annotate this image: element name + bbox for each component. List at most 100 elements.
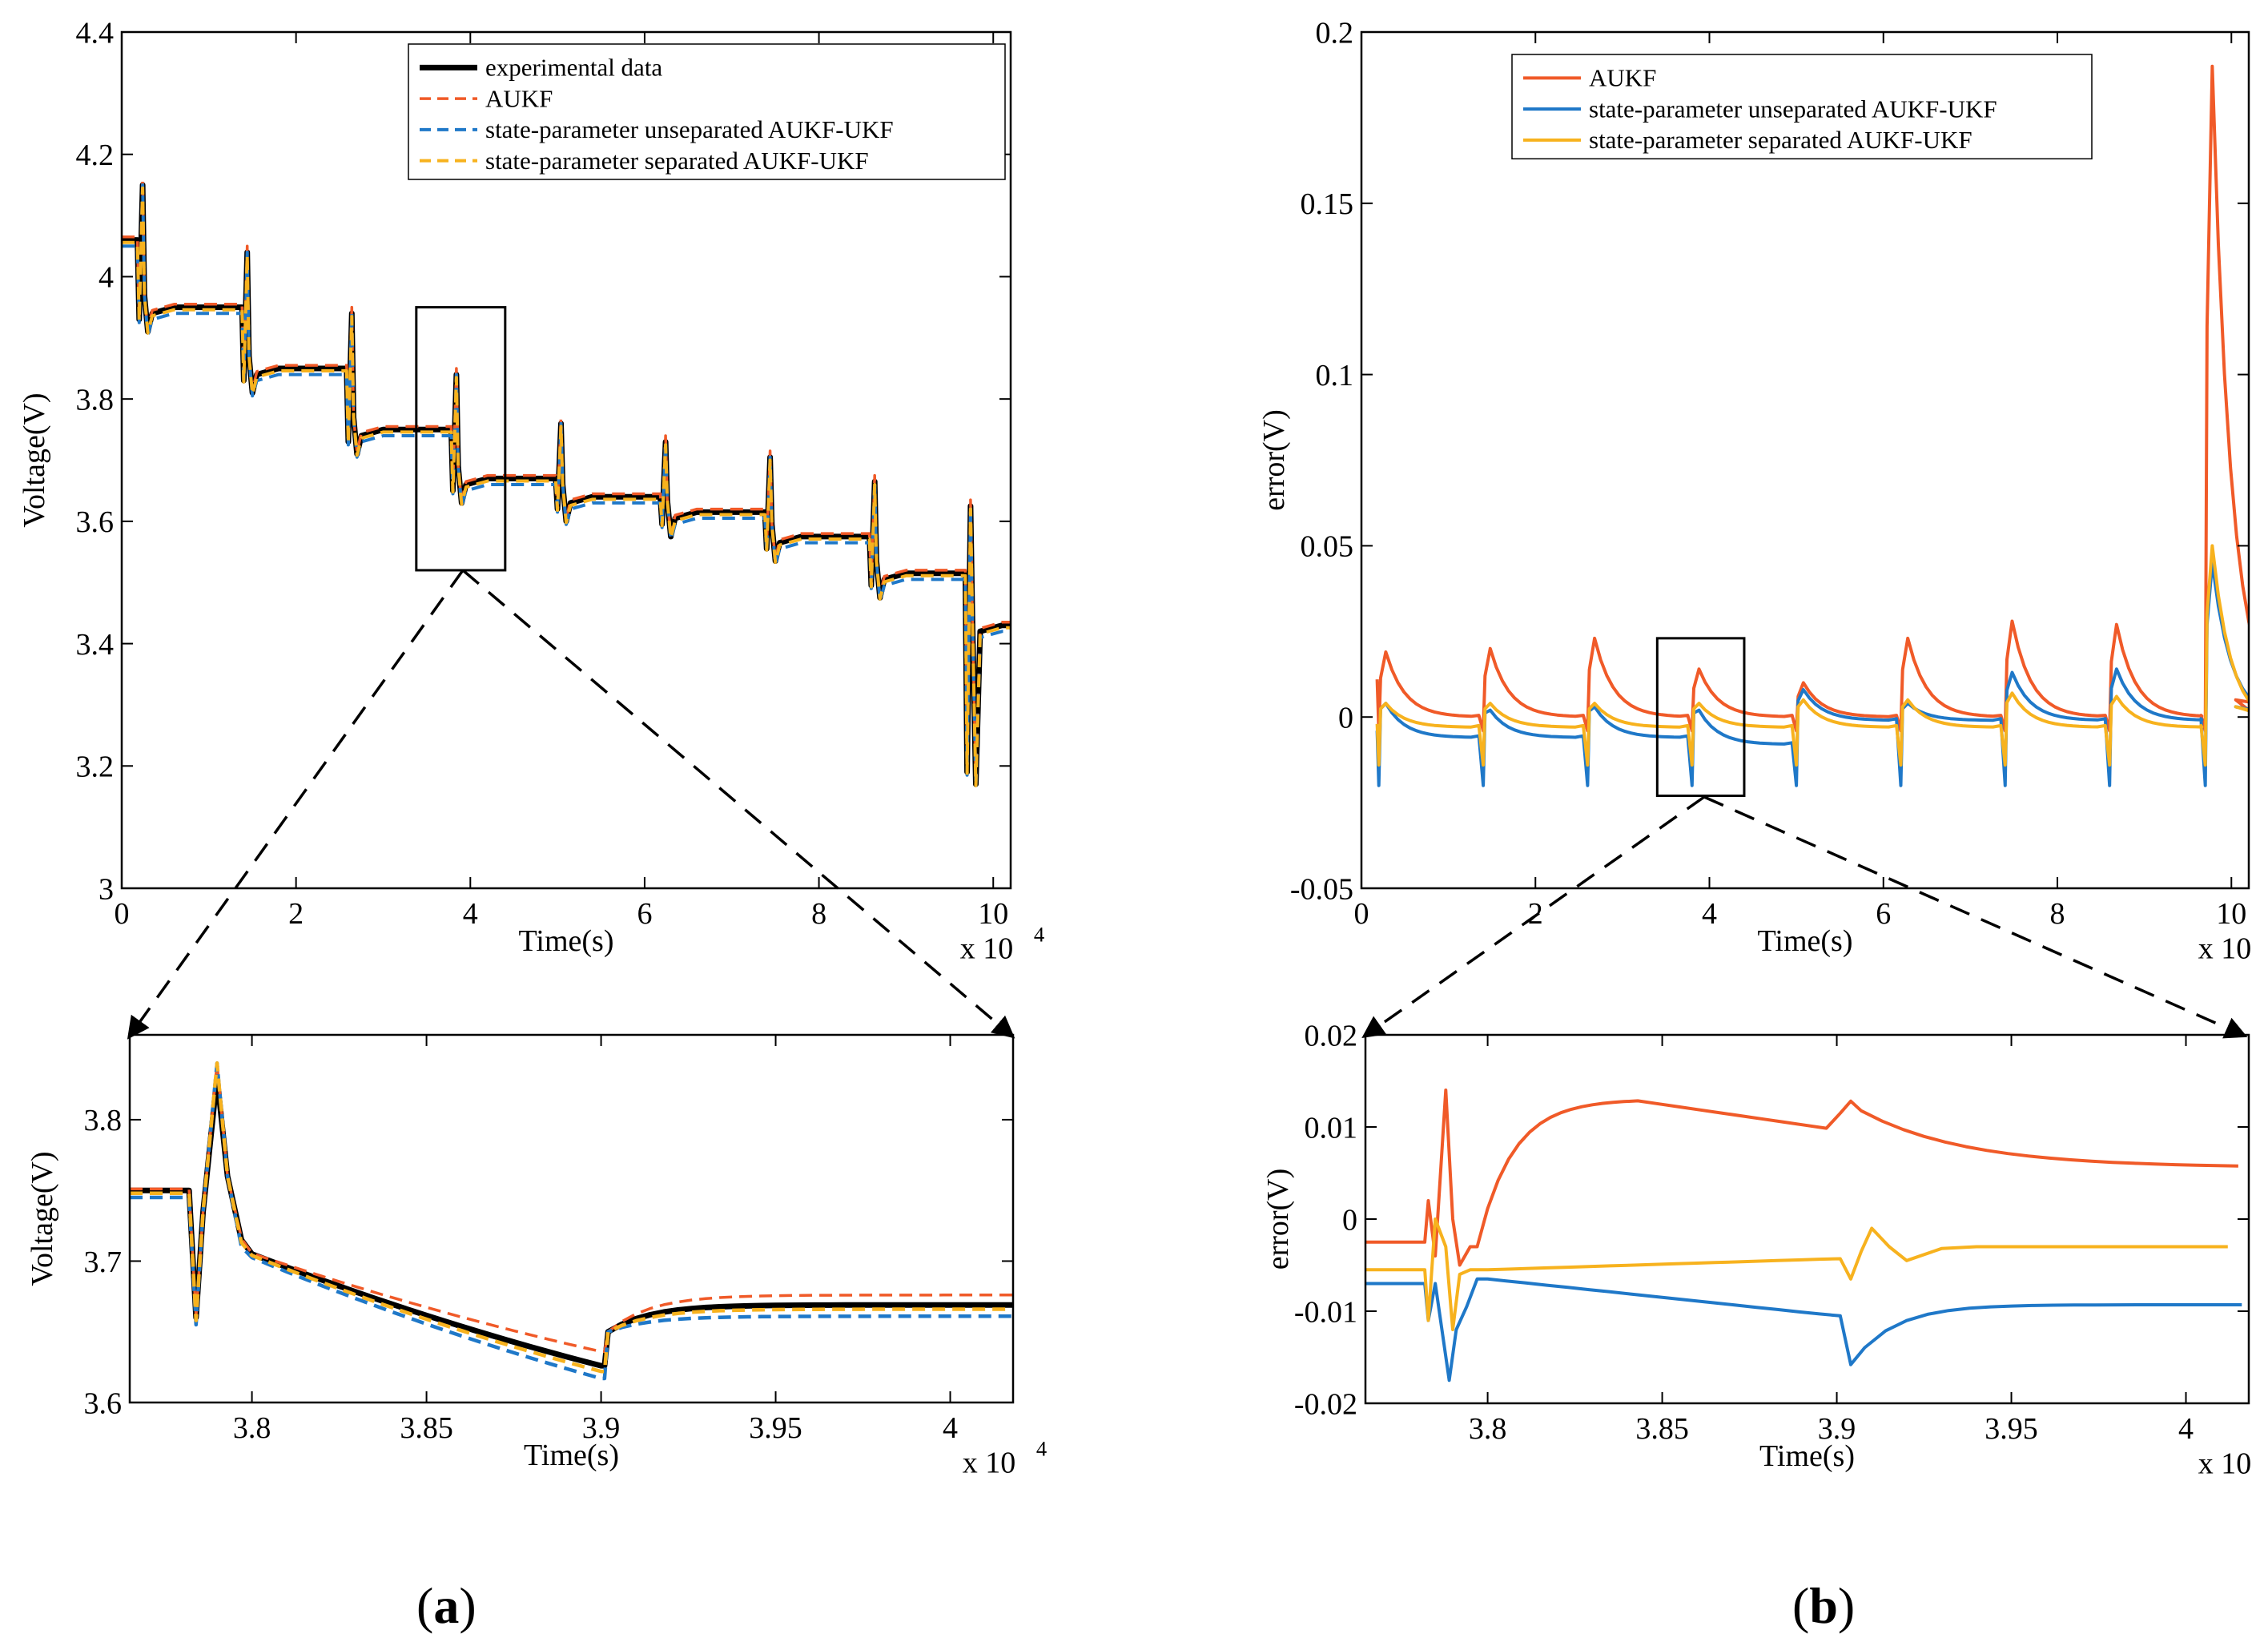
y-tick-label: 3.6 [76,505,115,539]
x-tick-label: 4 [2178,1412,2194,1446]
x-tick-label: 2 [1528,897,1543,931]
zoom-connector-lines [127,569,2248,1040]
y-tick-label: 0.1 [1316,359,1354,392]
y-tick-label: 0.02 [1305,1019,1358,1052]
panel-a-zoom-chart: 3.8 3.85 3.9 3.95 4 3.6 3.7 3.8 Time(s) Voltage(V… [26,1033,1047,1479]
y-tick-label: 3.7 [84,1246,123,1279]
series-aukf [1375,64,2249,733]
x-tick-label: 6 [637,897,652,931]
legend-label: state-parameter unseparated AUKF-UKF [1589,95,1997,123]
y-axis-label: error(V) [1261,1169,1295,1270]
series-separated [1365,1217,2228,1331]
y-tick-label: 3.2 [76,751,115,784]
x-axis-label: Time(s) [1758,924,1853,958]
x-multiplier: x 10 [960,932,1014,965]
zoom-connector [127,569,464,1040]
plot-frame [128,1033,1015,1404]
legend-box [1511,54,2093,159]
panel-label-b: (b) [1792,1577,1856,1634]
x-tick-label: 8 [2050,897,2065,931]
y-tick-label: 0 [1338,702,1353,735]
y-tick-label: 4.2 [76,139,115,172]
x-multiplier: x 10 [2198,932,2252,965]
x-tick-label: 3.8 [1469,1412,1507,1446]
x-tick-label: 3.8 [233,1411,271,1445]
y-tick-label: -0.01 [1294,1295,1357,1329]
x-tick-label: 3.9 [582,1411,621,1445]
x-tick-label: 3.85 [1635,1412,1689,1446]
series-group [130,1061,1013,1381]
series-unseparated [1365,1277,2242,1382]
zoom-connector [461,569,1015,1039]
panel-a-main-chart: 0 2 4 6 8 10 3 3.2 3.4 3.6 3.8 4 4.2 4.4 Time(s) Voltag… [18,16,1044,965]
series-group [1375,64,2249,787]
x-multiplier-exponent: 4 [1036,1437,1047,1461]
series-separated [1375,544,2249,767]
legend-label: state-parameter separated AUKF-UKF [485,147,869,175]
x-multiplier-exponent: 4 [1034,923,1044,947]
y-axis-label: Voltage(V) [18,392,51,527]
y-tick-label: 0.2 [1316,16,1354,50]
x-tick-label: 4 [463,897,478,931]
x-tick-label: 3.95 [1984,1412,2038,1446]
panel-b-main-chart: 0 2 4 6 8 10-0.0500.050.10.150.2Time(s)error(… [1257,16,2252,965]
plot-frame [1360,30,2250,890]
x-tick-label: 3.9 [1818,1412,1856,1446]
series-aukf [1365,1089,2238,1267]
series-group [122,177,1011,789]
series-unseparated [130,1061,1013,1381]
y-tick-label: 0.05 [1301,530,1354,564]
x-axis-label: Time(s) [1759,1439,1855,1473]
y-tick-label: 4.4 [76,16,115,50]
x-tick-label: 2 [288,897,304,931]
y-tick-label: 3.8 [84,1104,123,1137]
legend-label: AUKF [485,84,553,112]
y-tick-label: 0.15 [1301,187,1354,221]
legend-label: state-parameter unseparated AUKF-UKF [485,115,894,143]
x-tick-label: 10 [2216,897,2246,931]
plot-frame [120,30,1012,890]
series-experimental-data [122,182,1011,787]
x-tick-label: 0 [115,897,130,931]
x-multiplier: x 10 [2198,1447,2252,1480]
y-tick-label: 3.4 [76,628,115,662]
plot-frame [1364,1033,2250,1405]
legend-label: state-parameter separated AUKF-UKF [1589,126,1972,154]
x-tick-label: 3.85 [400,1411,453,1445]
panel-b-zoom-chart: 3.8 3.85 3.9 3.95 4 -0.02 -0.01 0 0.01 0.02 Time(s… [1261,1019,2252,1480]
y-axis-label: error(V) [1257,409,1291,511]
series-separated [122,186,1011,787]
zoom-connector [1703,795,2248,1039]
series-separated [130,1061,1013,1374]
y-tick-label: -0.02 [1294,1387,1357,1421]
y-tick-label: 0 [1342,1203,1357,1237]
panel-label-a: (a) [416,1577,477,1634]
x-tick-label: 6 [1876,897,1891,931]
x-tick-label: 8 [811,897,826,931]
y-tick-label: 0.01 [1305,1111,1358,1145]
x-axis-label: Time(s) [519,924,614,958]
x-tick-label: 10 [978,897,1008,931]
x-tick-label: 4 [943,1411,958,1445]
y-tick-label: 3 [99,872,114,906]
x-tick-label: 0 [1354,897,1369,931]
legend-label: experimental data [485,54,662,82]
zoom-box [415,306,507,572]
legend-label: AUKF [1589,64,1656,92]
x-multiplier: x 10 [963,1446,1016,1479]
zoom-connector [1361,795,1706,1039]
y-tick-label: 3.6 [84,1386,123,1420]
x-tick-label: 3.95 [749,1411,802,1445]
series-unseparated [1375,561,2249,787]
y-tick-label: -0.05 [1290,872,1353,906]
x-axis-label: Time(s) [524,1439,619,1472]
series-experimental-data [130,1074,1013,1369]
legend-box [408,43,1006,180]
y-tick-label: 4 [99,261,114,295]
legend: AUKF state-parameter unseparated AUKF-UKF… [1511,54,2093,159]
y-tick-label: 3.8 [76,383,115,417]
y-axis-label: Voltage(V) [26,1151,59,1286]
zoom-box [1655,637,1746,798]
